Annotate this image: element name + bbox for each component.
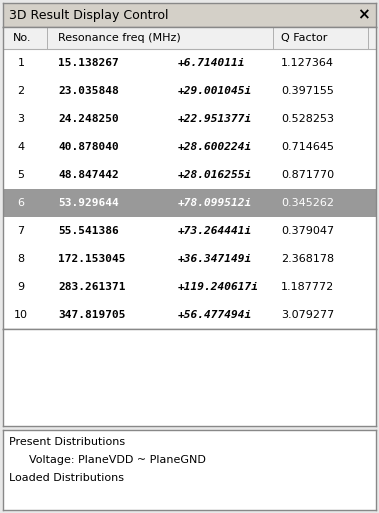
Text: 0.345262: 0.345262	[281, 198, 334, 208]
Text: +119.240617i: +119.240617i	[178, 282, 259, 292]
Text: 5: 5	[17, 170, 25, 180]
Text: +36.347149i: +36.347149i	[178, 254, 252, 264]
Bar	[3, 189, 376, 217]
Text: No.: No.	[13, 33, 31, 43]
Text: 0.528253: 0.528253	[281, 114, 334, 124]
Text: +73.264441i: +73.264441i	[178, 226, 252, 236]
Text: 1.187772: 1.187772	[281, 282, 334, 292]
Text: 0.397155: 0.397155	[281, 86, 334, 96]
Text: 55.541386: 55.541386	[58, 226, 119, 236]
Text: 283.261371: 283.261371	[58, 282, 125, 292]
Text: 8: 8	[17, 254, 25, 264]
Text: 24.248250: 24.248250	[58, 114, 119, 124]
Text: 6: 6	[17, 198, 25, 208]
Text: 3.079277: 3.079277	[281, 310, 334, 320]
Text: 15.138267: 15.138267	[58, 58, 119, 68]
Text: 9: 9	[17, 282, 25, 292]
Text: Voltage: PlaneVDD ~ PlaneGND: Voltage: PlaneVDD ~ PlaneGND	[29, 455, 206, 465]
Text: +56.477494i: +56.477494i	[178, 310, 252, 320]
Text: Loaded Distributions: Loaded Distributions	[9, 473, 124, 483]
Text: 2: 2	[17, 86, 25, 96]
Text: 48.847442: 48.847442	[58, 170, 119, 180]
Text: +78.099512i: +78.099512i	[178, 198, 252, 208]
Text: 1.127364: 1.127364	[281, 58, 334, 68]
Text: 3D Result Display Control: 3D Result Display Control	[9, 9, 169, 22]
Text: 23.035848: 23.035848	[58, 86, 119, 96]
Text: +6.714011i: +6.714011i	[178, 58, 246, 68]
Text: 0.871770: 0.871770	[281, 170, 334, 180]
Text: 10: 10	[14, 310, 28, 320]
Text: 0.379047: 0.379047	[281, 226, 334, 236]
Bar	[3, 27, 376, 49]
Text: +22.951377i: +22.951377i	[178, 114, 252, 124]
Text: Present Distributions: Present Distributions	[9, 437, 125, 447]
Text: ×: ×	[357, 8, 370, 23]
Text: 3: 3	[17, 114, 25, 124]
Text: 172.153045: 172.153045	[58, 254, 125, 264]
Text: 4: 4	[17, 142, 25, 152]
Text: +29.001045i: +29.001045i	[178, 86, 252, 96]
Text: +28.016255i: +28.016255i	[178, 170, 252, 180]
Text: 7: 7	[17, 226, 25, 236]
Text: 2.368178: 2.368178	[281, 254, 334, 264]
Text: 347.819705: 347.819705	[58, 310, 125, 320]
Text: 40.878040: 40.878040	[58, 142, 119, 152]
Text: 53.929644: 53.929644	[58, 198, 119, 208]
Text: 0.714645: 0.714645	[281, 142, 334, 152]
Text: +28.600224i: +28.600224i	[178, 142, 252, 152]
Text: 1: 1	[17, 58, 25, 68]
Text: Resonance freq (MHz): Resonance freq (MHz)	[58, 33, 181, 43]
Text: Q Factor: Q Factor	[281, 33, 327, 43]
